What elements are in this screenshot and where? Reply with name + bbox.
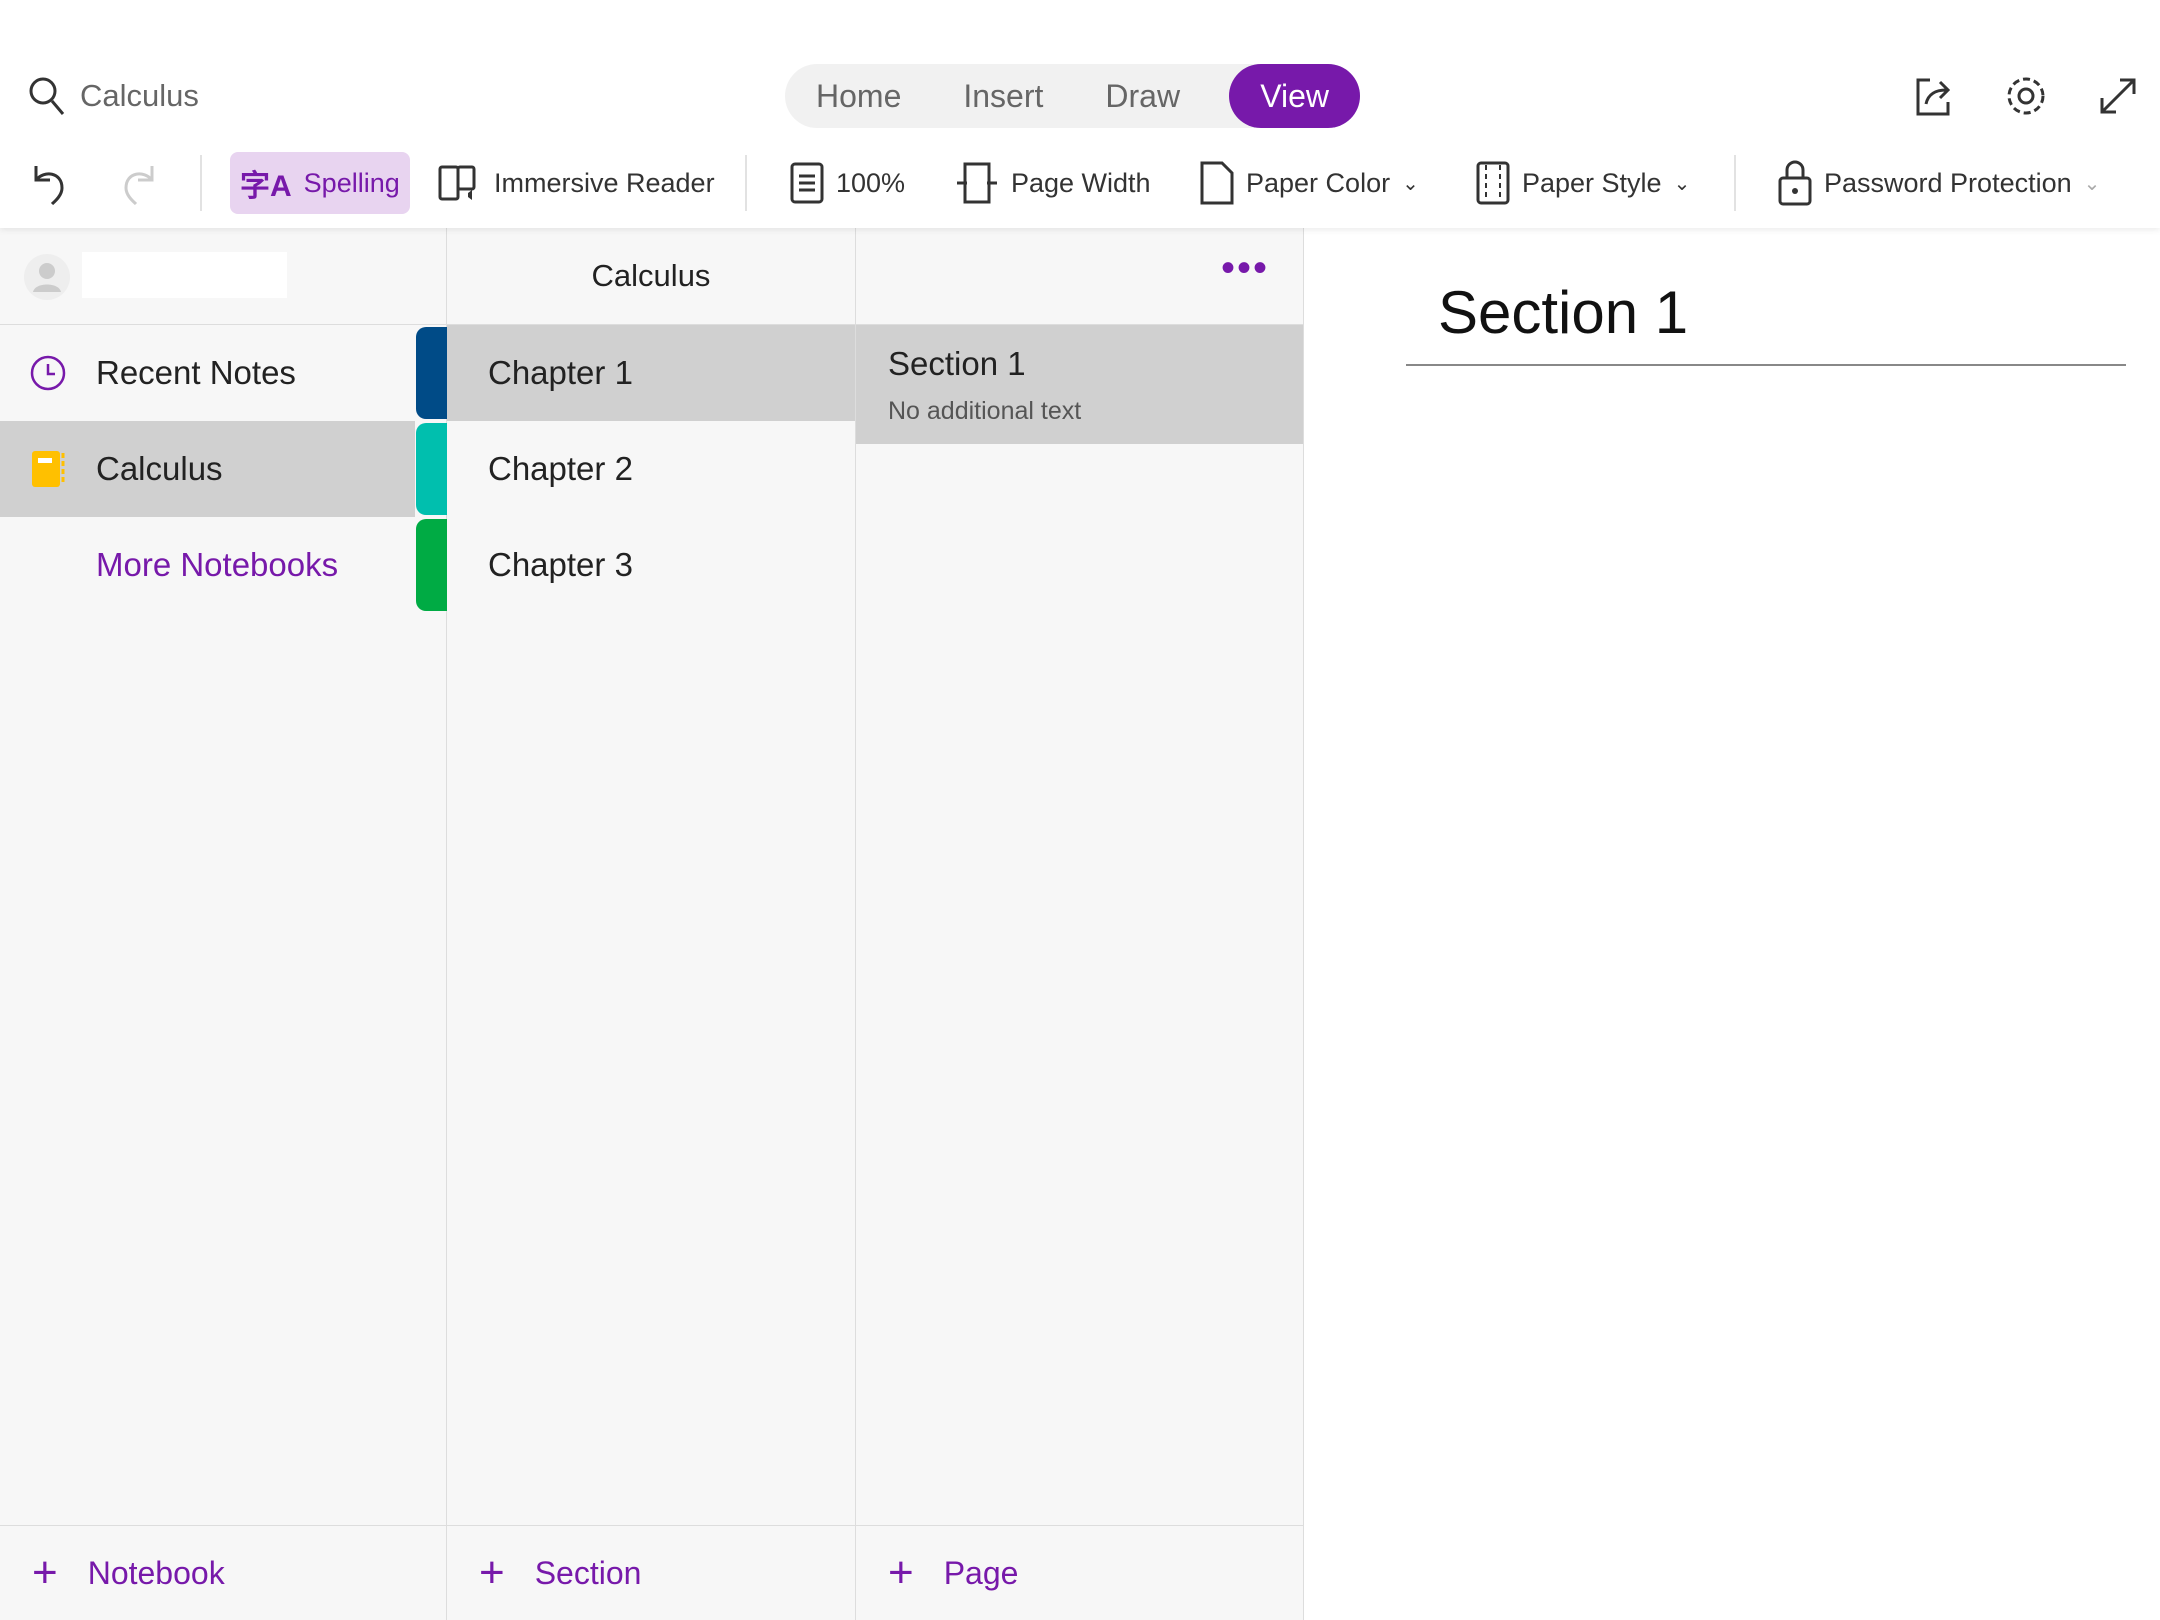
- page-title-field[interactable]: Section 1: [1406, 278, 2126, 366]
- add-page-label: Page: [943, 1554, 1019, 1591]
- notebook-item-calculus[interactable]: Calculus: [0, 421, 415, 517]
- tab-home[interactable]: Home: [816, 78, 902, 114]
- section-item[interactable]: Chapter 3: [488, 546, 633, 583]
- chevron-down-icon: ⌄: [1402, 172, 1419, 195]
- page-preview: No additional text: [888, 397, 1082, 425]
- notebook-item-recent-notes[interactable]: Recent Notes: [0, 325, 446, 421]
- ribbon-tabs: Home Insert Draw View: [785, 64, 1360, 128]
- section-tab-chapter-3[interactable]: [416, 519, 447, 611]
- plus-icon: +: [479, 1548, 505, 1597]
- immersive-reader-icon: [438, 165, 476, 201]
- divider: [1734, 155, 1736, 211]
- pages-header: •••: [856, 228, 1303, 325]
- divider: [745, 155, 747, 211]
- sections-header: Calculus: [447, 228, 855, 325]
- tab-insert[interactable]: Insert: [963, 78, 1044, 114]
- password-protection-button[interactable]: Password Protection ⌄: [1778, 150, 2100, 216]
- page-width-button[interactable]: Page Width: [955, 150, 1151, 216]
- account-name: [82, 252, 287, 298]
- page-title: Section 1: [888, 345, 1026, 382]
- page-icon: [790, 162, 824, 204]
- account-header[interactable]: [0, 228, 446, 325]
- recent-notes-label: Recent Notes: [96, 354, 296, 391]
- spelling-button[interactable]: 字A Spelling: [230, 152, 410, 214]
- paper-color-label: Paper Color: [1246, 167, 1391, 198]
- notebook-title: Calculus: [591, 258, 711, 293]
- page-width-icon: [957, 162, 997, 204]
- pages-pane: ••• Section 1 No additional text + Page: [856, 228, 1304, 1620]
- plus-icon: +: [888, 1548, 914, 1597]
- expand-icon[interactable]: [2094, 72, 2142, 120]
- add-notebook-button[interactable]: + Notebook: [0, 1525, 446, 1620]
- lock-icon: [1778, 160, 1812, 206]
- undo-icon[interactable]: [30, 160, 70, 206]
- add-section-label: Section: [534, 1554, 642, 1591]
- share-icon[interactable]: [1910, 72, 1958, 120]
- avatar-icon: [24, 254, 70, 300]
- chevron-down-icon: ⌄: [2083, 172, 2101, 195]
- tab-view[interactable]: View: [1229, 64, 1360, 128]
- spelling-label: Spelling: [303, 167, 400, 198]
- immersive-reader-label: Immersive Reader: [494, 167, 715, 198]
- sections-pane: Calculus Chapter 1 Chapter 2 Chapter 3 +…: [447, 228, 856, 1620]
- settings-icon[interactable]: [2002, 72, 2050, 120]
- immersive-reader-button[interactable]: Immersive Reader: [438, 150, 715, 216]
- more-notebooks-link[interactable]: More Notebooks: [96, 546, 339, 583]
- add-notebook-label: Notebook: [87, 1554, 225, 1591]
- calculus-label: Calculus: [96, 450, 223, 487]
- search-box[interactable]: Calculus: [28, 72, 199, 120]
- section-tab-chapter-2[interactable]: [416, 423, 447, 515]
- paper-color-button[interactable]: Paper Color ⌄: [1200, 150, 1419, 216]
- plus-icon: +: [32, 1548, 58, 1597]
- add-page-button[interactable]: + Page: [856, 1525, 1303, 1620]
- section-item[interactable]: Chapter 2: [488, 450, 633, 487]
- notebooks-pane: Recent Notes Calculus More Notebooks + N…: [0, 228, 447, 1620]
- chevron-down-icon: ⌄: [1673, 172, 1691, 195]
- zoom-button[interactable]: 100%: [790, 150, 905, 216]
- paper-style-icon: [1476, 161, 1510, 205]
- tab-draw[interactable]: Draw: [1105, 78, 1181, 114]
- page-width-label: Page Width: [1011, 167, 1151, 198]
- more-options-icon[interactable]: •••: [1220, 246, 1269, 290]
- divider: [200, 155, 202, 211]
- zoom-label: 100%: [836, 167, 906, 198]
- paper-style-button[interactable]: Paper Style ⌄: [1476, 150, 1690, 216]
- paper-icon: [1200, 161, 1234, 205]
- section-item[interactable]: Chapter 1: [447, 325, 855, 421]
- search-text: Calculus: [80, 78, 199, 113]
- search-icon: [29, 77, 65, 115]
- section-tab-chapter-1[interactable]: [416, 327, 447, 419]
- page-item[interactable]: Section 1 No additional text: [856, 325, 1303, 444]
- paper-style-label: Paper Style: [1522, 167, 1662, 198]
- password-protection-label: Password Protection: [1824, 167, 2072, 198]
- spelling-icon: 字A: [240, 170, 292, 203]
- clock-icon: [30, 355, 66, 391]
- top-bar: Calculus Home Insert Draw View 字A Spelli…: [0, 0, 2160, 228]
- notebook-icon: [32, 451, 65, 487]
- add-section-button[interactable]: + Section: [447, 1525, 855, 1620]
- redo-icon[interactable]: [118, 160, 158, 206]
